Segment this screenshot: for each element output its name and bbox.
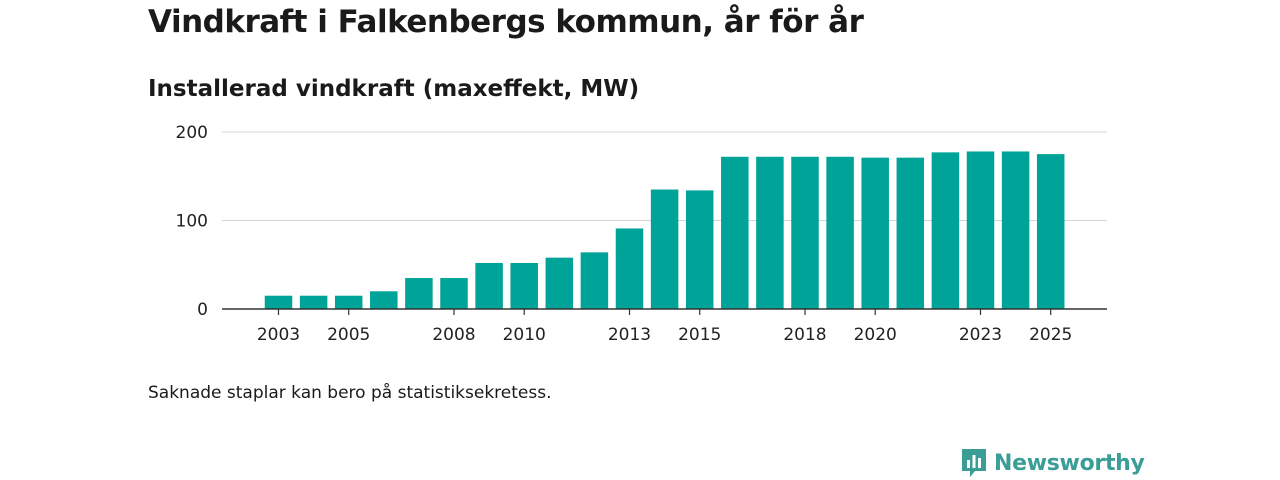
bar-2024 bbox=[1001, 151, 1030, 309]
bar-2010 bbox=[510, 262, 538, 309]
footnote: Saknade staplar kan bero på statistiksek… bbox=[148, 383, 552, 403]
bar-2011 bbox=[545, 257, 574, 309]
bar-2022 bbox=[931, 152, 960, 309]
bar-2005 bbox=[334, 295, 363, 309]
x-tick-label: 2025 bbox=[1029, 325, 1072, 345]
x-tick-label: 2015 bbox=[678, 325, 721, 345]
y-tick-label: 100 bbox=[176, 212, 208, 232]
newsworthy-logo-icon bbox=[962, 449, 986, 477]
x-tick-label: 2013 bbox=[608, 325, 651, 345]
bar-2008 bbox=[440, 278, 468, 309]
x-tick-label: 2010 bbox=[503, 325, 546, 345]
bar-2012 bbox=[580, 252, 609, 309]
brand-name: Newsworthy bbox=[994, 450, 1145, 476]
bar-2004 bbox=[299, 295, 328, 309]
bar-2003 bbox=[264, 295, 293, 309]
bar-2023 bbox=[966, 151, 995, 309]
bars bbox=[264, 151, 1065, 309]
bar-chart: 0 100 200 2003 2005 2008 2010 2013 2015 2018 2020… bbox=[176, 123, 1107, 345]
bar-2006 bbox=[370, 291, 398, 309]
bar-2014 bbox=[650, 189, 679, 309]
bar-2013 bbox=[615, 228, 644, 309]
bar-2016 bbox=[721, 156, 749, 309]
bar-2015 bbox=[685, 190, 714, 309]
bar-2009 bbox=[475, 262, 503, 309]
bar-2025 bbox=[1036, 154, 1065, 309]
y-tick-label: 0 bbox=[197, 300, 208, 320]
x-axis-ticks: 2003 2005 2008 2010 2013 2015 2018 2020 2023 2025 bbox=[257, 309, 1072, 345]
x-tick-label: 2003 bbox=[257, 325, 300, 345]
bar-2007 bbox=[405, 278, 433, 309]
x-tick-label: 2008 bbox=[432, 325, 475, 345]
bar-2021 bbox=[896, 157, 925, 309]
chart-subtitle: Installerad vindkraft (maxeffekt, MW) bbox=[148, 76, 640, 102]
chart-title: Vindkraft i Falkenbergs kommun, år för å… bbox=[148, 4, 864, 40]
x-tick-label: 2020 bbox=[854, 325, 897, 345]
x-tick-label: 2005 bbox=[327, 325, 370, 345]
bar-2017 bbox=[756, 156, 784, 309]
bar-2018 bbox=[791, 156, 819, 309]
x-tick-label: 2023 bbox=[959, 325, 1002, 345]
bar-2019 bbox=[826, 156, 854, 309]
brand-logo: Newsworthy bbox=[960, 446, 1145, 480]
y-axis-ticks: 0 100 200 bbox=[176, 123, 208, 320]
y-tick-label: 200 bbox=[176, 123, 208, 143]
bar-2020 bbox=[861, 157, 889, 309]
x-tick-label: 2018 bbox=[783, 325, 826, 345]
